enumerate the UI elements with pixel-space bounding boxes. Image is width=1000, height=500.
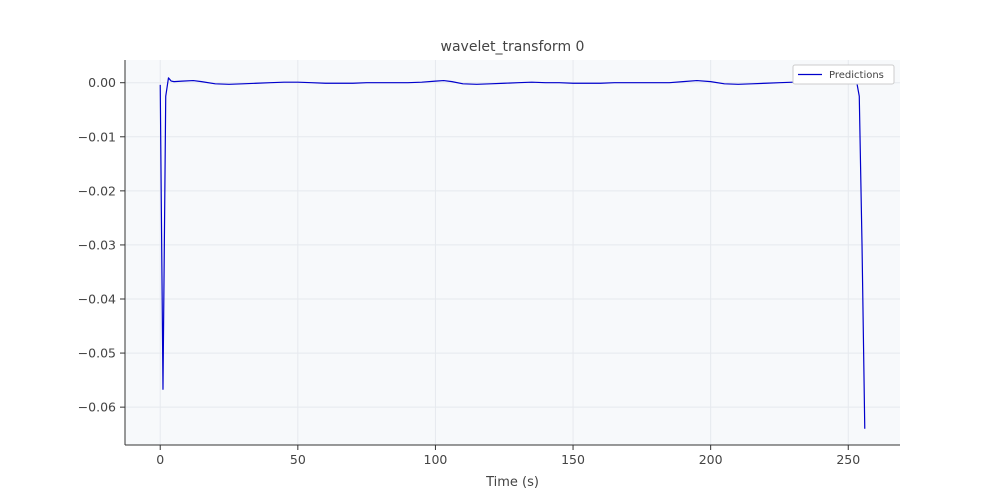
- y-tick-label: −0.06: [78, 400, 116, 415]
- legend-label-predictions: Predictions: [829, 70, 884, 81]
- x-tick-label: 250: [836, 452, 860, 467]
- legend-box: [792, 64, 895, 85]
- chart-title: wavelet_transform 0: [441, 39, 585, 55]
- series-layer: [159, 77, 866, 429]
- legend: Predictions: [792, 64, 895, 85]
- x-tick-label: 100: [424, 452, 448, 467]
- x-axis-label: Time (s): [485, 475, 539, 490]
- series-line-predictions: [159, 77, 866, 429]
- y-tick-label: −0.01: [78, 129, 116, 144]
- x-tick-label: 150: [561, 452, 585, 467]
- grid: [125, 60, 900, 445]
- y-tick-label: −0.02: [78, 183, 116, 198]
- y-tick-label: −0.05: [78, 346, 116, 361]
- y-ticks: 0.00 −0.01 −0.02 −0.03 −0.04 −0.05 −0.06: [78, 75, 125, 415]
- x-tick-label: 200: [699, 452, 723, 467]
- y-tick-label: 0.00: [88, 75, 116, 90]
- plot-background: [125, 60, 900, 445]
- x-ticks: 0 50 100 150 200 250: [156, 445, 860, 467]
- y-tick-label: −0.04: [78, 292, 116, 307]
- x-tick-label: 50: [290, 452, 306, 467]
- x-tick-label: 0: [156, 452, 164, 467]
- y-tick-label: −0.03: [78, 237, 116, 252]
